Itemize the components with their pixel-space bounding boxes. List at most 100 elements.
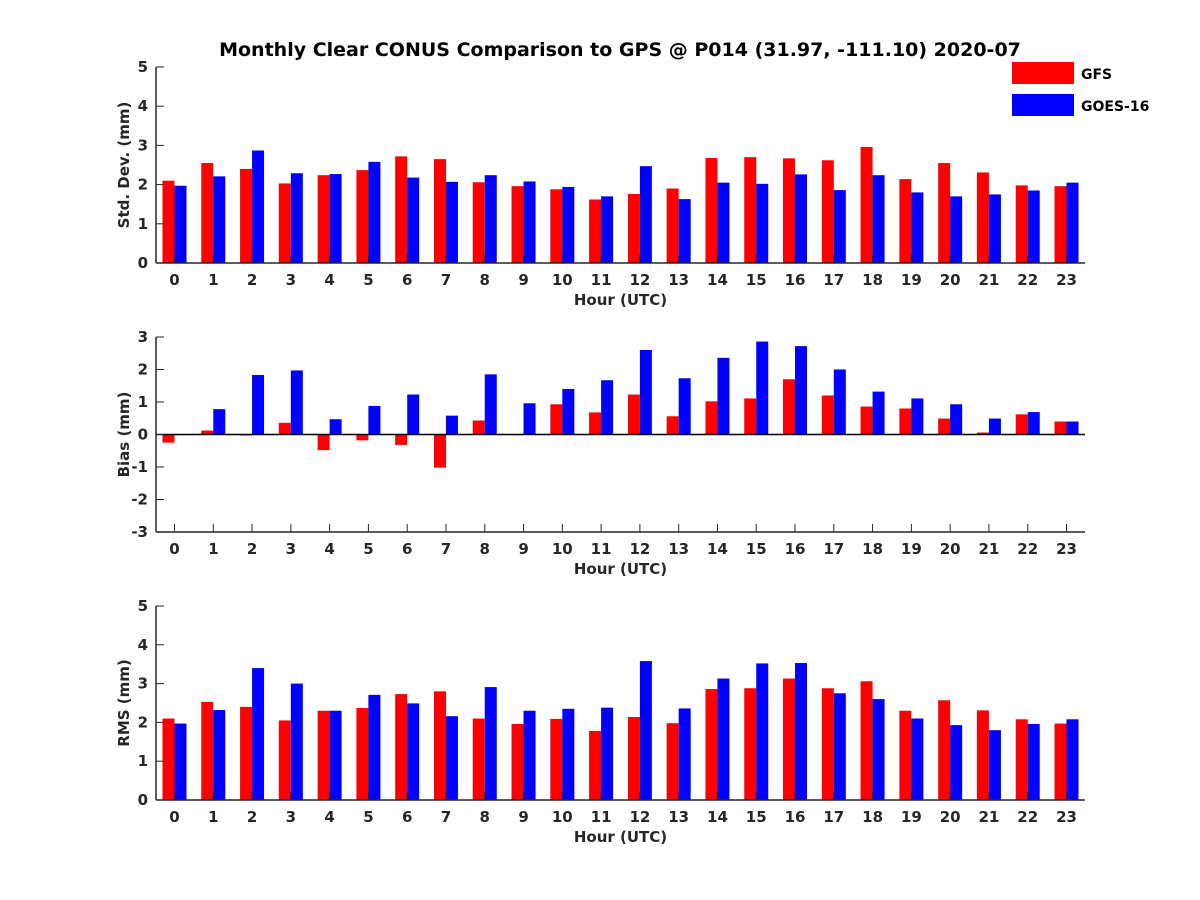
bar-goes-16-hour-10 — [562, 389, 575, 435]
x-tick-label: 20 — [940, 808, 961, 826]
bar-goes-16-hour-5 — [368, 405, 381, 435]
x-tick-label: 12 — [629, 271, 650, 289]
bar-gfs-hour-4 — [317, 175, 330, 263]
y-tick-label: 0 — [138, 254, 148, 272]
bar-goes-16-hour-11 — [601, 196, 614, 263]
bar-goes-16-hour-6 — [407, 177, 420, 263]
bar-gfs-hour-21 — [976, 172, 989, 263]
x-tick-label: 22 — [1017, 271, 1038, 289]
bar-gfs-hour-16 — [783, 678, 796, 800]
x-tick-label: 22 — [1017, 540, 1038, 558]
y-tick-label: 1 — [138, 393, 148, 411]
y-axis-label: Std. Dev. (mm) — [115, 102, 133, 229]
bar-goes-16-hour-2 — [252, 668, 265, 800]
bar-goes-16-hour-8 — [484, 175, 497, 263]
bar-goes-16-hour-20 — [950, 404, 963, 435]
bar-goes-16-hour-3 — [290, 173, 303, 263]
x-tick-label: 16 — [785, 271, 806, 289]
bar-gfs-hour-0 — [162, 180, 175, 263]
bar-goes-16-hour-0 — [174, 185, 187, 263]
x-tick-label: 19 — [901, 808, 922, 826]
bar-goes-16-hour-17 — [833, 190, 846, 263]
x-tick-label: 1 — [208, 540, 218, 558]
x-tick-label: 6 — [402, 271, 412, 289]
y-tick-label: 5 — [138, 597, 148, 615]
x-tick-label: 5 — [363, 271, 373, 289]
bar-goes-16-hour-23 — [1066, 719, 1079, 800]
bar-gfs-hour-14 — [705, 157, 718, 263]
x-tick-label: 6 — [402, 808, 412, 826]
bar-gfs-hour-6 — [395, 434, 408, 445]
bar-goes-16-hour-1 — [213, 709, 226, 800]
bar-gfs-hour-5 — [356, 708, 369, 800]
bar-gfs-hour-6 — [395, 156, 408, 263]
y-tick-label: -2 — [131, 491, 148, 509]
bar-gfs-hour-5 — [356, 434, 369, 441]
legend-label-gfs: GFS — [1081, 67, 1112, 83]
x-tick-label: 2 — [247, 540, 257, 558]
x-tick-label: 7 — [441, 540, 451, 558]
legend-label-goes-16: GOES-16 — [1081, 99, 1149, 115]
x-tick-label: 14 — [707, 540, 728, 558]
bar-goes-16-hour-13 — [678, 708, 691, 800]
bar-goes-16-hour-15 — [756, 663, 769, 800]
bar-goes-16-hour-12 — [639, 661, 652, 800]
y-tick-label: -1 — [131, 458, 148, 476]
bar-gfs-hour-6 — [395, 694, 408, 800]
x-tick-label: 2 — [247, 271, 257, 289]
bar-goes-16-hour-0 — [174, 723, 187, 800]
bar-goes-16-hour-17 — [833, 369, 846, 435]
x-tick-label: 21 — [978, 540, 999, 558]
legend: GFS GOES-16 — [1012, 62, 1149, 116]
bar-gfs-hour-16 — [783, 379, 796, 435]
bar-gfs-hour-13 — [666, 188, 679, 263]
bar-goes-16-hour-15 — [756, 341, 769, 435]
x-tick-label: 13 — [668, 271, 689, 289]
x-tick-label: 9 — [518, 271, 528, 289]
bar-gfs-hour-22 — [1015, 414, 1028, 435]
x-tick-label: 16 — [785, 808, 806, 826]
bar-goes-16-hour-19 — [911, 192, 924, 263]
bar-goes-16-hour-6 — [407, 703, 420, 800]
bar-goes-16-hour-4 — [329, 419, 342, 435]
bar-gfs-hour-8 — [472, 718, 485, 800]
x-tick-label: 3 — [286, 540, 296, 558]
bar-gfs-hour-19 — [899, 408, 912, 435]
bar-goes-16-hour-4 — [329, 174, 342, 263]
x-tick-label: 4 — [324, 271, 334, 289]
x-tick-label: 0 — [169, 540, 179, 558]
x-tick-label: 1 — [208, 808, 218, 826]
bar-gfs-hour-0 — [162, 434, 175, 443]
x-tick-label: 13 — [668, 540, 689, 558]
bar-goes-16-hour-1 — [213, 176, 226, 263]
bar-gfs-hour-4 — [317, 434, 330, 451]
bar-gfs-hour-10 — [550, 718, 563, 800]
y-tick-label: 1 — [138, 215, 148, 233]
x-tick-label: 7 — [441, 271, 451, 289]
bar-gfs-hour-18 — [860, 681, 873, 800]
bar-goes-16-hour-12 — [639, 166, 652, 263]
bar-goes-16-hour-3 — [290, 370, 303, 435]
bar-gfs-hour-8 — [472, 420, 485, 435]
bar-goes-16-hour-11 — [601, 380, 614, 435]
x-tick-label: 8 — [480, 271, 490, 289]
x-tick-label: 7 — [441, 808, 451, 826]
bar-gfs-hour-7 — [433, 691, 446, 800]
bar-goes-16-hour-10 — [562, 708, 575, 800]
x-tick-label: 15 — [746, 808, 767, 826]
x-tick-label: 10 — [552, 808, 573, 826]
y-tick-label: 4 — [138, 97, 148, 115]
x-tick-label: 21 — [978, 271, 999, 289]
y-tick-label: 0 — [138, 791, 148, 809]
x-tick-label: 18 — [862, 808, 883, 826]
bar-goes-16-hour-18 — [872, 175, 885, 263]
y-tick-label: 2 — [138, 361, 148, 379]
bar-gfs-hour-15 — [744, 157, 757, 263]
bar-goes-16-hour-21 — [988, 730, 1001, 800]
y-tick-label: 2 — [138, 713, 148, 731]
x-axis-label: Hour (UTC) — [574, 828, 667, 846]
bar-gfs-hour-10 — [550, 189, 563, 263]
